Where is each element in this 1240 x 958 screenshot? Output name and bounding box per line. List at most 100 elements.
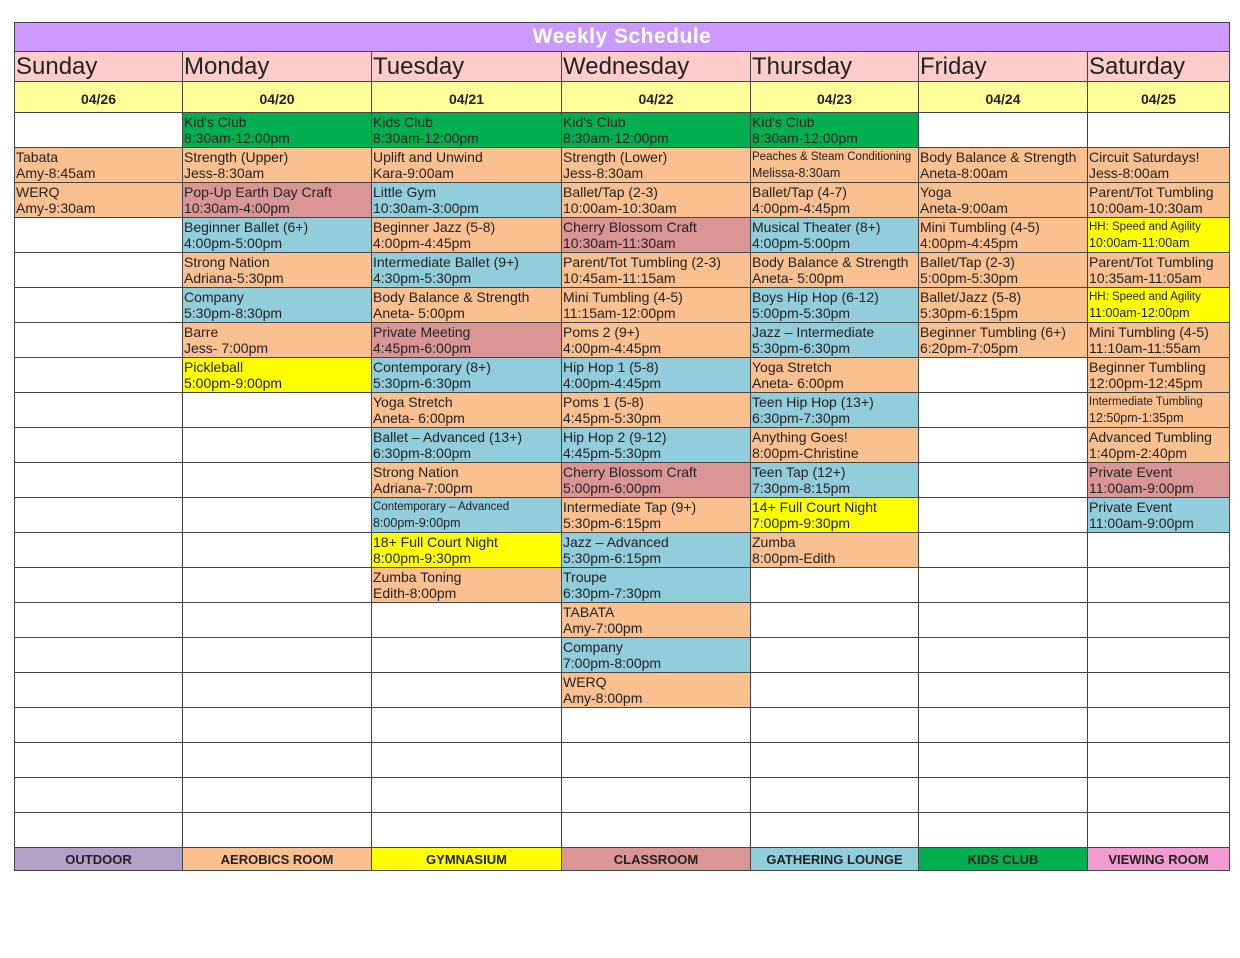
event-cell[interactable]: HH: Speed and Agility 11:00am-12:00pm <box>1086 287 1231 323</box>
event-cell[interactable]: Teen Tap (12+) 7:30pm-8:15pm <box>750 462 919 498</box>
event-cell[interactable]: Strong Nation Adriana-7:00pm <box>371 462 562 498</box>
event-title: Anything Goes! <box>752 429 848 445</box>
event-detail: Amy-7:00pm <box>563 620 643 636</box>
event-cell[interactable]: Ballet/Tap (2-3) 10:00am-10:30am <box>561 182 751 218</box>
empty-cell <box>14 637 183 673</box>
event-cell[interactable]: Troupe 6:30pm-7:30pm <box>561 567 751 603</box>
event-cell[interactable]: Beginner Tumbling (6+) 6:20pm-7:05pm <box>918 322 1088 358</box>
event-title: Mini Tumbling (4-5) <box>563 289 683 305</box>
event-cell[interactable]: Jazz – Intermediate 5:30pm-6:30pm <box>750 322 919 358</box>
event-cell[interactable]: Contemporary – Advanced 8:00pm-9:00pm <box>371 497 562 533</box>
event-cell[interactable]: Intermediate Tap (9+) 5:30pm-6:15pm <box>561 497 751 533</box>
event-cell[interactable]: Strength (Upper) Jess-8:30am <box>182 147 372 183</box>
event-cell[interactable]: Company 7:00pm-8:00pm <box>561 637 751 673</box>
event-cell[interactable]: Hip Hop 1 (5-8) 4:00pm-4:45pm <box>561 357 751 393</box>
event-cell[interactable]: WERQ Amy-9:30am <box>14 182 183 218</box>
event-detail: 10:30am-3:00pm <box>373 200 479 216</box>
event-cell[interactable]: Strength (Lower) Jess-8:30am <box>561 147 751 183</box>
event-cell[interactable]: Peaches & Steam Conditioning Melissa-8:30… <box>750 147 919 183</box>
event-cell[interactable]: Cherry Blossom Craft 10:30am-11:30am <box>561 217 751 253</box>
event-detail: 8:30am-12:00pm <box>184 130 290 146</box>
event-detail: 11:00am-9:00pm <box>1089 480 1194 496</box>
empty-cell <box>561 812 751 848</box>
empty-cell <box>1086 637 1231 673</box>
event-cell[interactable]: Little Gym 10:30am-3:00pm <box>371 182 562 218</box>
empty-cell <box>371 812 562 848</box>
event-cell[interactable]: Advanced Tumbling 1:40pm-2:40pm <box>1086 427 1231 463</box>
event-title: Mini Tumbling (4-5) <box>920 219 1040 235</box>
empty-cell <box>918 602 1088 638</box>
event-cell[interactable]: Parent/Tot Tumbling (2-3) 10:45am-11:15am <box>561 252 751 288</box>
event-cell[interactable]: Kid's Club 8:30am-12:00pm <box>561 112 751 148</box>
event-cell[interactable]: Boys Hip Hop (6-12) 5:00pm-5:30pm <box>750 287 919 323</box>
event-cell[interactable]: Pickleball 5:00pm-9:00pm <box>182 357 372 393</box>
event-cell[interactable]: 18+ Full Court Night 8:00pm-9:30pm <box>371 532 562 568</box>
event-title: Strong Nation <box>184 254 270 270</box>
event-cell[interactable]: Musical Theater (8+) 4:00pm-5:00pm <box>750 217 919 253</box>
event-cell[interactable]: Zumba Toning Edith-8:00pm <box>371 567 562 603</box>
event-title: Strength (Lower) <box>563 149 668 165</box>
event-cell[interactable]: Ballet/Tap (2-3) 5:00pm-5:30pm <box>918 252 1088 288</box>
event-cell[interactable]: Jazz – Advanced 5:30pm-6:15pm <box>561 532 751 568</box>
empty-cell <box>14 252 183 288</box>
date-wednesday: 04/22 <box>561 81 751 113</box>
event-cell[interactable]: Mini Tumbling (4-5) 11:10am-11:55am <box>1086 322 1231 358</box>
event-cell[interactable]: Zumba 8:00pm-Edith <box>750 532 919 568</box>
event-cell[interactable]: Beginner Ballet (6+) 4:00pm-5:00pm <box>182 217 372 253</box>
event-cell[interactable]: Intermediate Tumbling 12:50pm-1:35pm <box>1086 392 1231 428</box>
schedule-row: Zumba Toning Edith-8:00pm Troupe 6:30pm-7:3… <box>14 567 1231 603</box>
event-cell[interactable]: Kid's Club 8:30am-12:00pm <box>182 112 372 148</box>
event-cell[interactable]: Kids Club 8:30am-12:00pm <box>371 112 562 148</box>
event-cell[interactable]: Hip Hop 2 (9-12) 4:45pm-5:30pm <box>561 427 751 463</box>
event-cell[interactable]: WERQ Amy-8:00pm <box>561 672 751 708</box>
event-cell[interactable]: HH: Speed and Agility 10:00am-11:00am <box>1086 217 1231 253</box>
event-cell[interactable]: Tabata Amy-8:45am <box>14 147 183 183</box>
event-cell[interactable]: Mini Tumbling (4-5) 4:00pm-4:45pm <box>918 217 1088 253</box>
event-cell[interactable]: Intermediate Ballet (9+) 4:30pm-5:30pm <box>371 252 562 288</box>
event-cell[interactable]: Beginner Jazz (5-8) 4:00pm-4:45pm <box>371 217 562 253</box>
day-header-row: Sunday Monday Tuesday Wednesday Thursday Frid… <box>14 51 1231 82</box>
event-cell[interactable]: Yoga Stretch Aneta- 6:00pm <box>750 357 919 393</box>
empty-cell <box>918 672 1088 708</box>
event-cell[interactable]: Circuit Saturdays! Jess-8:00am <box>1086 147 1231 183</box>
legend-lounge: GATHERING LOUNGE <box>750 847 919 871</box>
event-cell[interactable]: 14+ Full Court Night 7:00pm-9:30pm <box>750 497 919 533</box>
event-cell[interactable]: TABATA Amy-7:00pm <box>561 602 751 638</box>
event-cell[interactable]: Yoga Aneta-9:00am <box>918 182 1088 218</box>
event-cell[interactable]: Company 5:30pm-8:30pm <box>182 287 372 323</box>
event-cell[interactable]: Body Balance & Strength Aneta- 5:00pm <box>371 287 562 323</box>
event-cell[interactable]: Body Balance & Strength Aneta- 5:00pm <box>750 252 919 288</box>
event-cell[interactable]: Poms 1 (5-8) 4:45pm-5:30pm <box>561 392 751 428</box>
event-cell[interactable]: Strong Nation Adriana-5:30pm <box>182 252 372 288</box>
empty-cell <box>182 777 372 813</box>
event-title: Intermediate Tumbling <box>1089 396 1203 408</box>
date-saturday: 04/25 <box>1086 81 1231 113</box>
event-cell[interactable]: Beginner Tumbling 12:00pm-12:45pm <box>1086 357 1231 393</box>
event-cell[interactable]: Body Balance & Strength Aneta-8:00am <box>918 147 1088 183</box>
empty-cell <box>182 672 372 708</box>
event-cell[interactable]: Kid's Club 8:30am-12:00pm <box>750 112 919 148</box>
event-cell[interactable]: Anything Goes! 8:00pm-Christine <box>750 427 919 463</box>
event-cell[interactable]: Cherry Blossom Craft 5:00pm-6:00pm <box>561 462 751 498</box>
event-cell[interactable]: Teen Hip Hop (13+) 6:30pm-7:30pm <box>750 392 919 428</box>
event-cell[interactable]: Private Event 11:00am-9:00pm <box>1086 497 1231 533</box>
event-cell[interactable]: Contemporary (8+) 5:30pm-6:30pm <box>371 357 562 393</box>
empty-cell <box>14 112 183 148</box>
schedule-row: Company 5:30pm-8:30pm Body Balance & Stren… <box>14 287 1231 323</box>
event-cell[interactable]: Mini Tumbling (4-5) 11:15am-12:00pm <box>561 287 751 323</box>
event-cell[interactable]: Ballet/Tap (4-7) 4:00pm-4:45pm <box>750 182 919 218</box>
event-cell[interactable]: Private Meeting 4:45pm-6:00pm <box>371 322 562 358</box>
event-cell[interactable]: Parent/Tot Tumbling 10:00am-10:30am <box>1086 182 1231 218</box>
event-cell[interactable]: Poms 2 (9+) 4:00pm-4:45pm <box>561 322 751 358</box>
event-cell[interactable]: Uplift and Unwind Kara-9:00am <box>371 147 562 183</box>
event-cell[interactable]: Parent/Tot Tumbling 10:35am-11:05am <box>1086 252 1231 288</box>
event-cell[interactable]: Barre Jess- 7:00pm <box>182 322 372 358</box>
empty-cell <box>182 567 372 603</box>
event-cell[interactable]: Private Event 11:00am-9:00pm <box>1086 462 1231 498</box>
event-cell[interactable]: Ballet – Advanced (13+) 6:30pm-8:00pm <box>371 427 562 463</box>
event-cell[interactable]: Yoga Stretch Aneta- 6:00pm <box>371 392 562 428</box>
event-cell[interactable]: Pop-Up Earth Day Craft 10:30am-4:00pm <box>182 182 372 218</box>
empty-cell <box>14 812 183 848</box>
event-cell[interactable]: Ballet/Jazz (5-8) 5:30pm-6:15pm <box>918 287 1088 323</box>
event-title: Boys Hip Hop (6-12) <box>752 289 879 305</box>
